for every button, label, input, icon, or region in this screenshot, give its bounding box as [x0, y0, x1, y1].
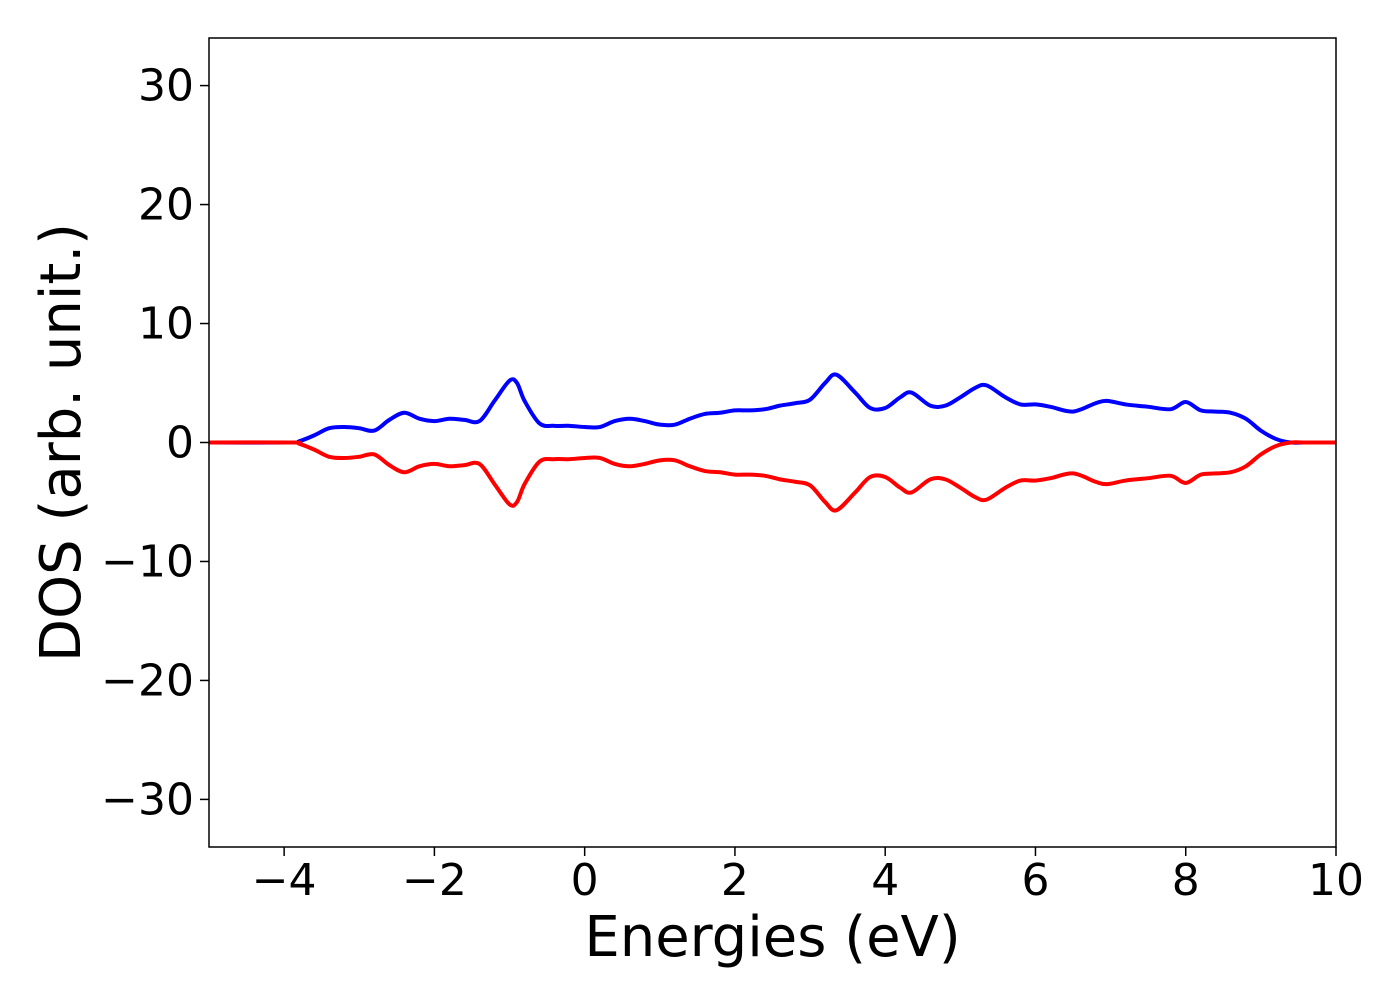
y-tick-label: 0: [166, 418, 194, 469]
y-tick-label: 10: [138, 299, 194, 350]
x-tick-label: 8: [1172, 855, 1200, 906]
y-tick-label: −10: [101, 536, 194, 587]
y-axis-ticks: −30 −20 −10 0 10 20 30: [101, 61, 209, 825]
x-tick-label: 0: [571, 855, 599, 906]
x-tick-label: −2: [402, 855, 467, 906]
plot-frame: [208, 37, 1337, 848]
y-tick-label: −20: [101, 655, 194, 706]
x-tick-label: 2: [721, 855, 749, 906]
series-line-1: [208, 372, 1336, 445]
series-line-2: [208, 440, 1336, 513]
x-tick-label: 4: [871, 855, 899, 906]
x-tick-label: 6: [1021, 855, 1049, 906]
x-axis-label: Energies (eV): [584, 905, 960, 970]
y-tick-label: −30: [101, 774, 194, 825]
y-axis-label: DOS (arb. unit.): [29, 223, 94, 662]
x-tick-label: −4: [252, 855, 317, 906]
y-tick-label: 30: [138, 61, 194, 112]
series-layer: [208, 372, 1336, 513]
y-tick-label: 20: [138, 180, 194, 231]
x-axis-ticks: −4 −2 0 2 4 6 8 10: [252, 847, 1364, 906]
x-tick-label: 10: [1308, 855, 1364, 906]
